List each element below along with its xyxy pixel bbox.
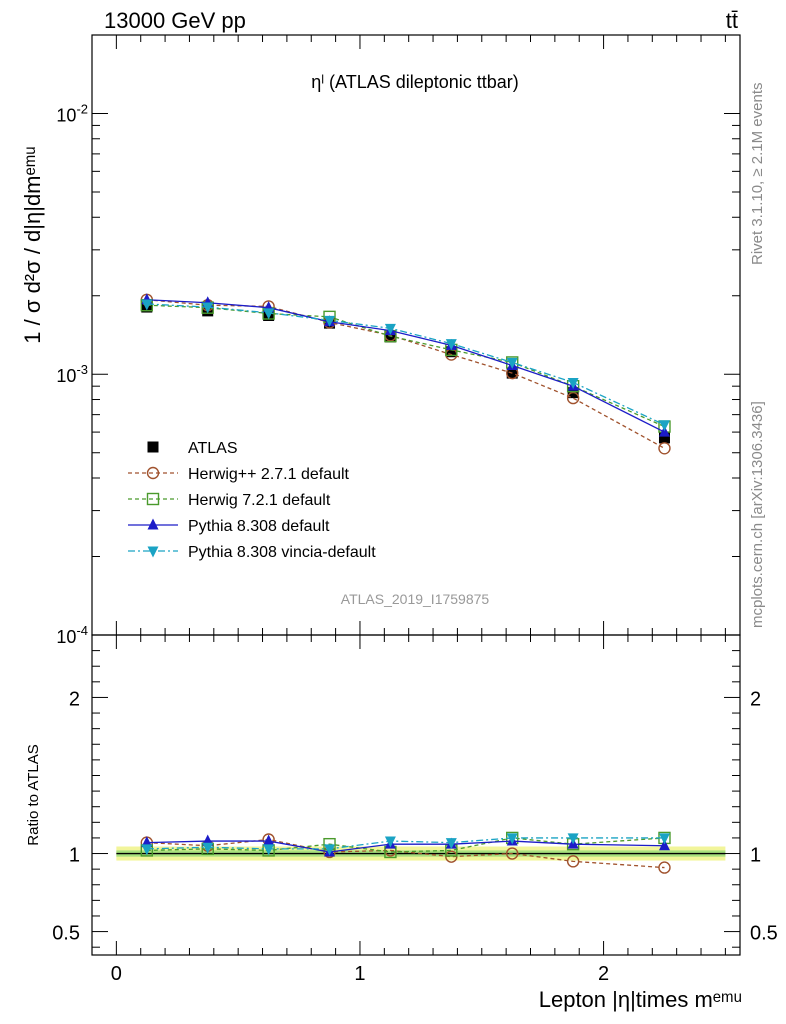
- series-herwig-2-7-1-default: [140, 293, 671, 455]
- analysis-label: ATLAS_2019_I1759875: [341, 591, 490, 607]
- legend-marker: [147, 546, 159, 558]
- series-line: [146, 299, 665, 433]
- ratio-y-tick-labels: 0.5 0.5 1 1 2 2: [52, 688, 778, 944]
- x-tick-label: 0: [111, 963, 122, 985]
- data-point: [566, 391, 580, 405]
- ratio-point: [324, 844, 336, 856]
- series-line: [146, 303, 665, 426]
- main-panel: 10-4 10-3 10-2 ηˡ (ATLAS dileptonic ttbar)…: [56, 34, 741, 647]
- ratio-point: [202, 842, 214, 854]
- data-point: [202, 302, 214, 314]
- series-line: [146, 304, 665, 428]
- ratio-point: [658, 839, 670, 851]
- ratio-point: [567, 833, 579, 845]
- legend-item: Pythia 8.308 vincia-default: [128, 544, 376, 561]
- x-tick-label: 2: [598, 963, 609, 985]
- data-point: [506, 357, 518, 369]
- series-atlas: [141, 301, 670, 444]
- mcplots-source-label: mcplots.cern.ch [arXiv:1306.3436]: [749, 401, 766, 628]
- legend-marker: [147, 441, 159, 453]
- data-point: [658, 442, 671, 455]
- data-point: [141, 299, 153, 311]
- ratio-point: [384, 836, 396, 848]
- ratio-point: [445, 838, 457, 850]
- legend-item: Herwig 7.2.1 default: [128, 492, 331, 509]
- data-point: [445, 339, 457, 351]
- ratio-series-line: [146, 838, 665, 869]
- series-pythia-8-308-default: [141, 293, 670, 437]
- x-tick-label: 1: [354, 963, 365, 985]
- ratio-panel: 0.5 0.5 1 1 2 2: [52, 634, 778, 956]
- y-axis-label: 1 / σ d²σ / d|η|dmᵉᵐᵘ: [20, 146, 45, 343]
- ratio-frame: [91, 634, 741, 956]
- ratio-point: [658, 861, 671, 874]
- legend-item: Pythia 8.308 default: [128, 518, 330, 535]
- main-y-tick-label: 10-4: [56, 623, 88, 647]
- plot-title: ηˡ (ATLAS dileptonic ttbar): [311, 72, 519, 92]
- legend-label: Herwig 7.2.1 default: [188, 492, 331, 509]
- ratio-y-tick-label: 1: [69, 845, 80, 867]
- data-point: [384, 331, 396, 343]
- series-pythia-8-308-vincia-default: [141, 299, 670, 432]
- ratio-point: [141, 844, 153, 856]
- main-axis-ticks: [92, 34, 740, 636]
- main-series-group: [140, 293, 671, 455]
- legend: ATLAS Herwig++ 2.7.1 default Herwig 7.2.1 …: [128, 440, 376, 561]
- process-label: 13000 GeV pp: [104, 8, 246, 33]
- data-point: [658, 420, 670, 432]
- data-point: [263, 308, 275, 320]
- ratio-y-tick-label-right: 0.5: [750, 923, 778, 945]
- data-point: [324, 315, 336, 327]
- ratio-point: [263, 834, 275, 846]
- data-point: [384, 323, 396, 335]
- ratio-point: [658, 833, 670, 845]
- legend-marker: [146, 466, 160, 480]
- ratio-point: [263, 844, 275, 856]
- ratio-point: [445, 850, 458, 863]
- main-y-tick-labels: 10-4 10-3 10-2: [56, 101, 88, 647]
- legend-marker: [146, 492, 160, 506]
- ratio-series-pythia-8-308-vincia-default: [141, 833, 670, 856]
- ratio-point: [506, 833, 518, 845]
- ratio-y-tick-label: 2: [69, 688, 80, 710]
- ratio-series-group: [140, 831, 671, 874]
- channel-label: tt̄: [726, 8, 738, 33]
- ratio-y-tick-label-right: 2: [750, 688, 761, 710]
- x-tick-labels: 0 1 2: [111, 963, 609, 985]
- main-y-tick-label: 10-2: [56, 101, 88, 125]
- series-herwig-7-2-1-default: [140, 298, 671, 433]
- legend-label: Pythia 8.308 vincia-default: [188, 544, 376, 561]
- ratio-axis-ticks: [92, 635, 740, 955]
- ratio-point: [566, 855, 580, 868]
- data-point: [567, 377, 579, 389]
- ratio-y-tick-label-right: 1: [750, 845, 761, 867]
- legend-label: ATLAS: [188, 440, 238, 457]
- legend-marker: [147, 518, 159, 530]
- ratio-y-axis-label: Ratio to ATLAS: [25, 744, 42, 845]
- legend-label: Pythia 8.308 default: [188, 518, 330, 535]
- ratio-y-tick-label: 0.5: [52, 923, 80, 945]
- legend-item: Herwig++ 2.7.1 default: [128, 466, 350, 483]
- x-axis-label: Lepton |η|times mᵉᵐᵘ: [539, 987, 742, 1012]
- ratio-point: [506, 847, 519, 860]
- legend-item: ATLAS: [147, 440, 238, 457]
- ratio-series-line: [146, 837, 665, 853]
- series-line: [146, 299, 665, 449]
- main-y-tick-label: 10-3: [56, 362, 88, 386]
- rivet-version-label: Rivet 3.1.10, ≥ 2.1M events: [749, 83, 766, 266]
- legend-label: Herwig++ 2.7.1 default: [188, 466, 350, 483]
- data-point: [658, 432, 670, 444]
- data-point: [445, 346, 457, 358]
